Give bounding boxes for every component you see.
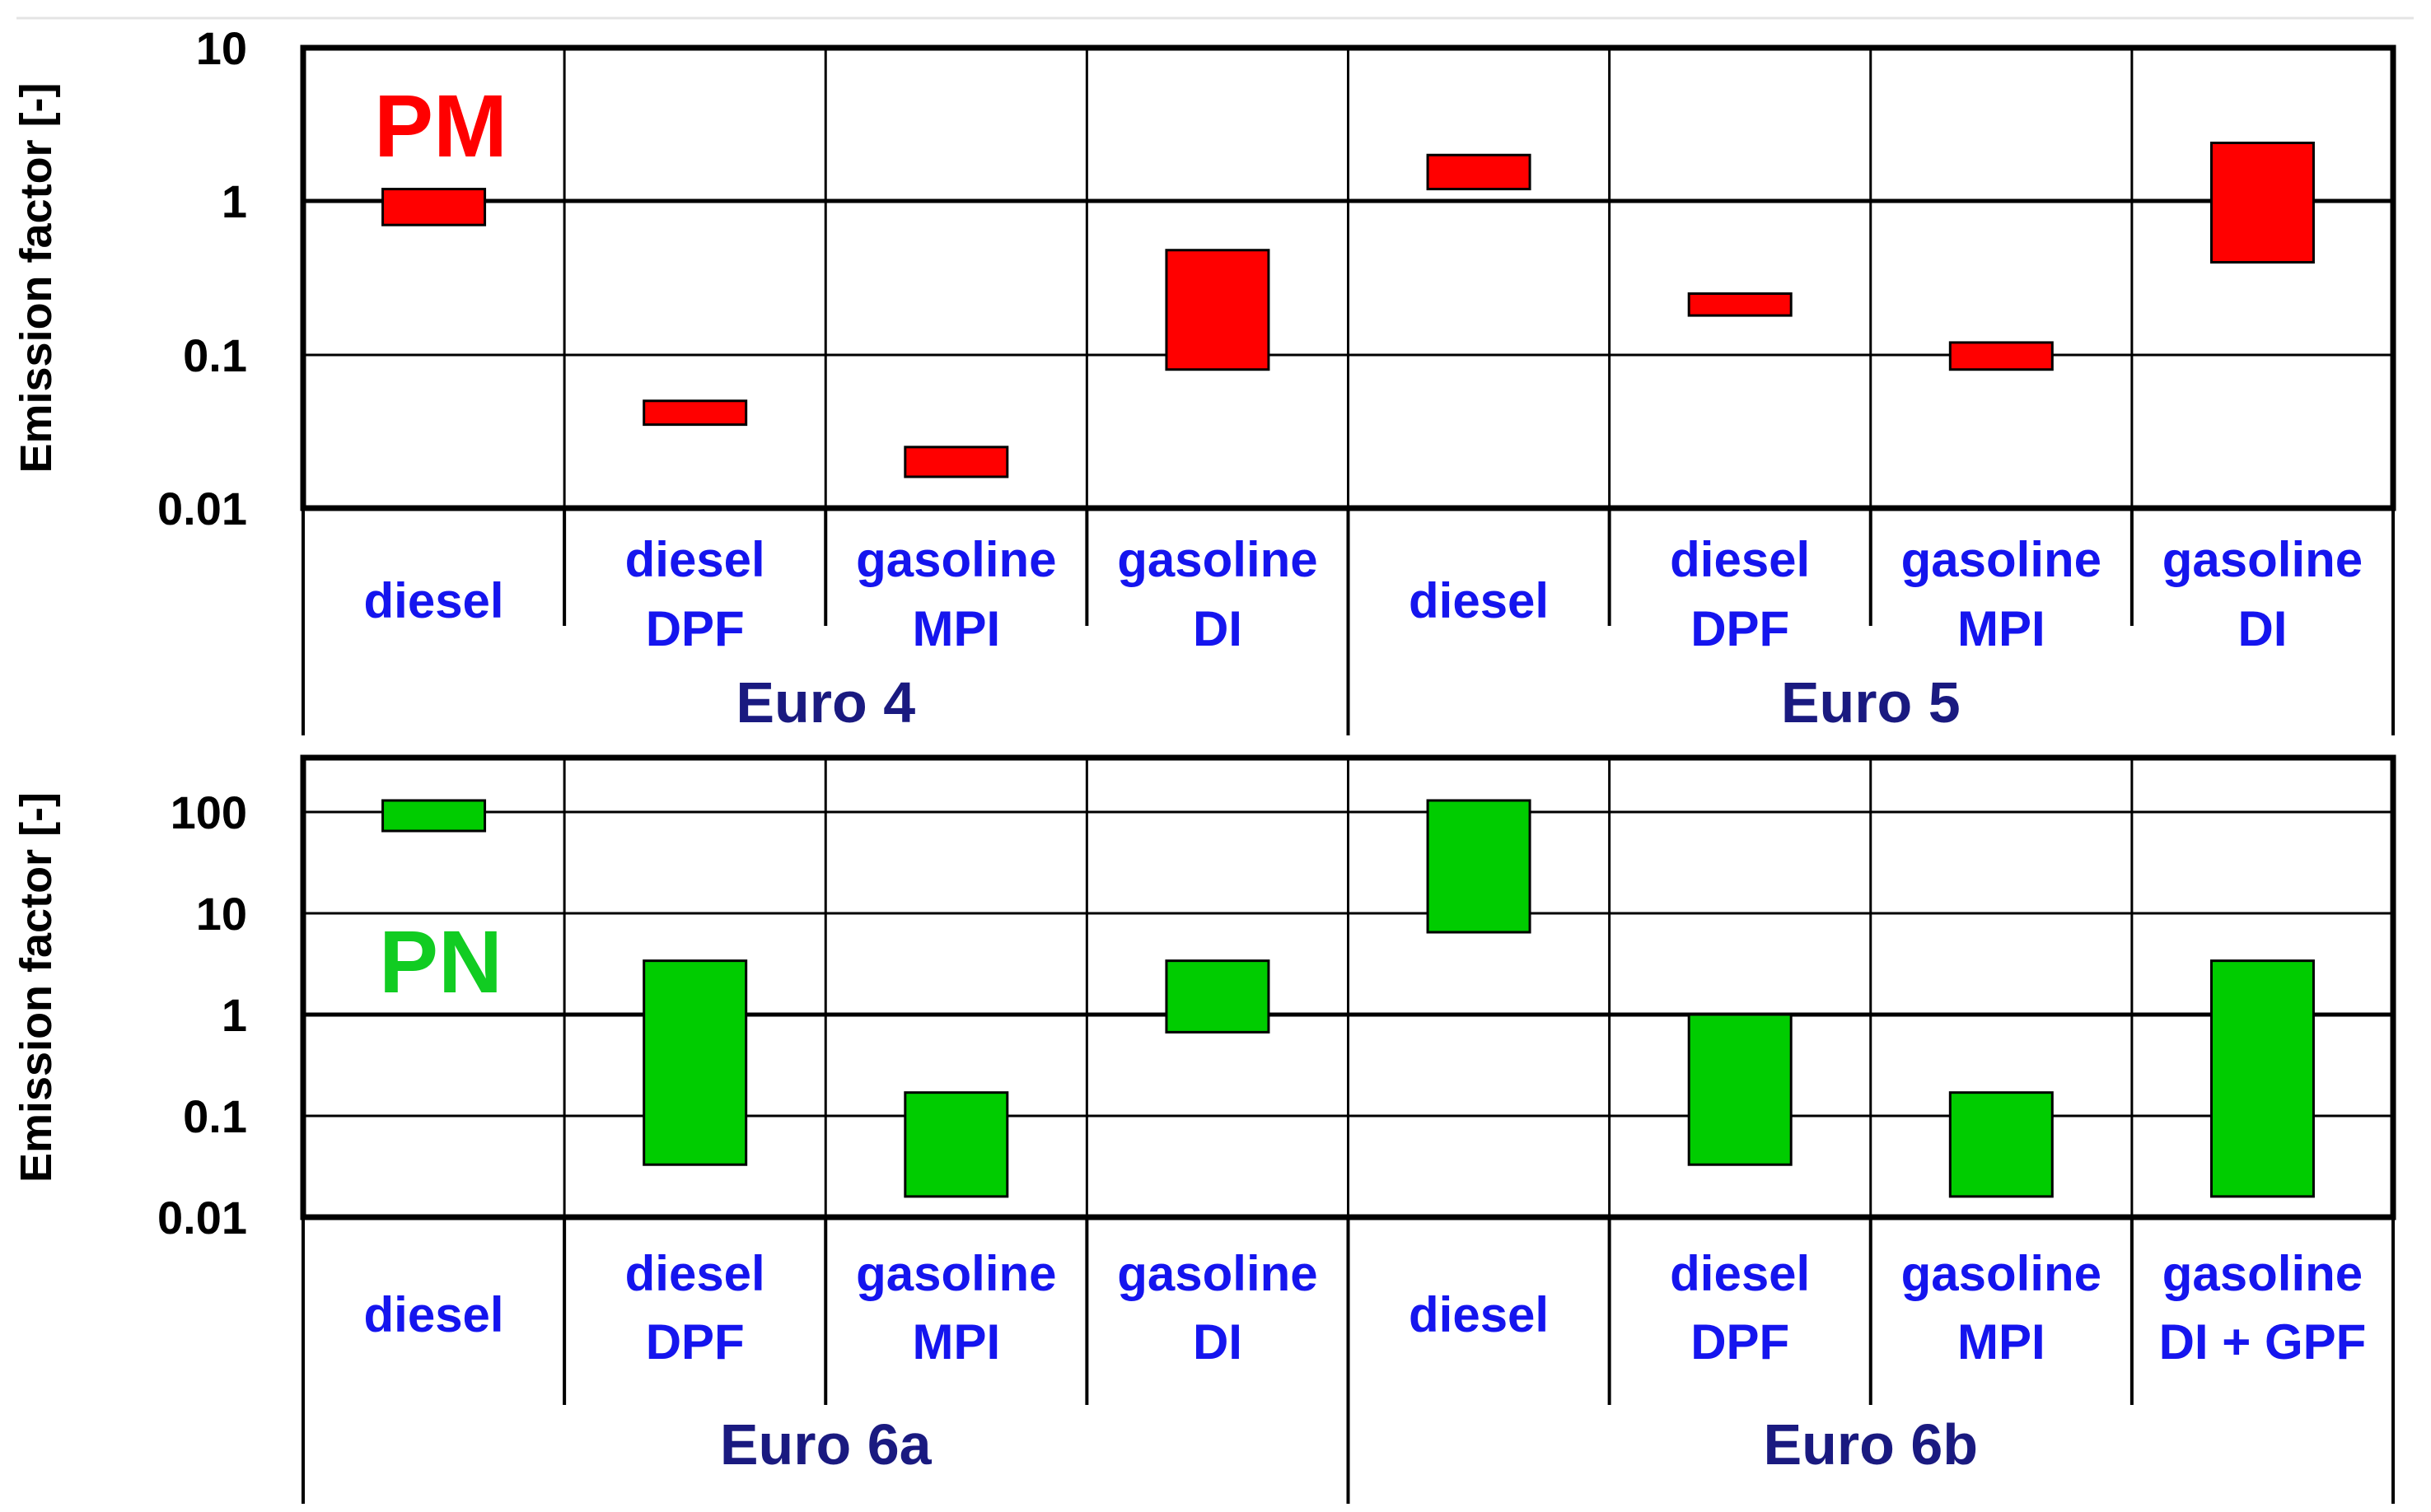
range-bar [1426, 799, 1531, 934]
category-label: DI [2237, 601, 2287, 656]
range-bar [1687, 292, 1793, 317]
range-bar [2209, 959, 2315, 1198]
range-bar [2209, 141, 2315, 264]
panel-label: PN [379, 912, 503, 1011]
category-label: gasoline [856, 532, 1056, 587]
category-label: MPI [1957, 601, 2045, 656]
range-bar [1165, 959, 1270, 1034]
category-label: DPF [1690, 1314, 1789, 1370]
y-tick-label: 0.1 [183, 1090, 247, 1142]
category-label: MPI [912, 601, 1000, 656]
pn-panel: 0.01 0.1 1 10 100 PN Emission factor [-] diesel… [12, 754, 2396, 1504]
category-label: gasoline [856, 1246, 1056, 1301]
group-label: Euro 6b [1763, 1412, 1978, 1477]
range-bar [381, 799, 487, 833]
category-label: diesel [1409, 1287, 1549, 1342]
category-label: diesel [1409, 573, 1549, 628]
category-label: gasoline [1901, 1246, 2101, 1301]
category-label: diesel [364, 1287, 504, 1342]
y-tick-label: 100 [171, 786, 247, 838]
category-label: MPI [912, 1314, 1000, 1370]
range-bar [643, 399, 748, 427]
y-tick-label: 0.01 [157, 1192, 247, 1244]
range-bar [381, 188, 487, 226]
y-tick-label: 1 [222, 175, 247, 227]
category-label: diesel [364, 573, 504, 628]
range-bar [904, 1091, 1009, 1198]
range-bar [1165, 249, 1270, 371]
category-label: diesel [625, 1246, 765, 1301]
group-label: Euro 5 [1781, 670, 1961, 735]
category-label: DPF [646, 1314, 745, 1370]
category-label: gasoline [1117, 1246, 1317, 1301]
y-tick-label: 10 [196, 22, 247, 74]
y-tick-label: 0.01 [157, 483, 247, 534]
category-label: MPI [1957, 1314, 2045, 1370]
group-label: Euro 6a [720, 1412, 933, 1477]
range-bar [1948, 341, 2054, 371]
range-bar [1426, 153, 1531, 191]
category-label: gasoline [1901, 532, 2101, 587]
pm-panel: 0.01 0.1 1 10 PM Emission factor [-] diesel die… [12, 22, 2396, 735]
category-label: DPF [646, 601, 745, 656]
category-label: gasoline [2162, 1246, 2363, 1301]
y-axis-label: Emission factor [-] [12, 792, 61, 1183]
group-label: Euro 4 [736, 670, 915, 735]
category-label: diesel [1670, 532, 1810, 587]
category-label: diesel [1670, 1246, 1810, 1301]
category-label: DI [1193, 1314, 1242, 1370]
y-axis-label: Emission factor [-] [12, 82, 61, 473]
panel-label: PM [374, 76, 507, 175]
y-tick-label: 1 [222, 989, 247, 1041]
range-bar [1687, 1013, 1793, 1166]
y-tick-label: 0.1 [183, 329, 247, 381]
category-label: gasoline [1117, 532, 1317, 587]
range-bar [904, 446, 1009, 478]
y-tick-label: 10 [196, 888, 247, 940]
category-label: gasoline [2162, 532, 2363, 587]
range-bar [643, 959, 748, 1166]
category-label: DPF [1690, 601, 1789, 656]
range-bar [1948, 1091, 2054, 1198]
category-label: diesel [625, 532, 765, 587]
chart-panels: 0.01 0.1 1 10 PM Emission factor [-] diesel die… [12, 16, 2414, 1504]
category-label: DI + GPF [2159, 1314, 2367, 1370]
category-label: DI [1193, 601, 1242, 656]
